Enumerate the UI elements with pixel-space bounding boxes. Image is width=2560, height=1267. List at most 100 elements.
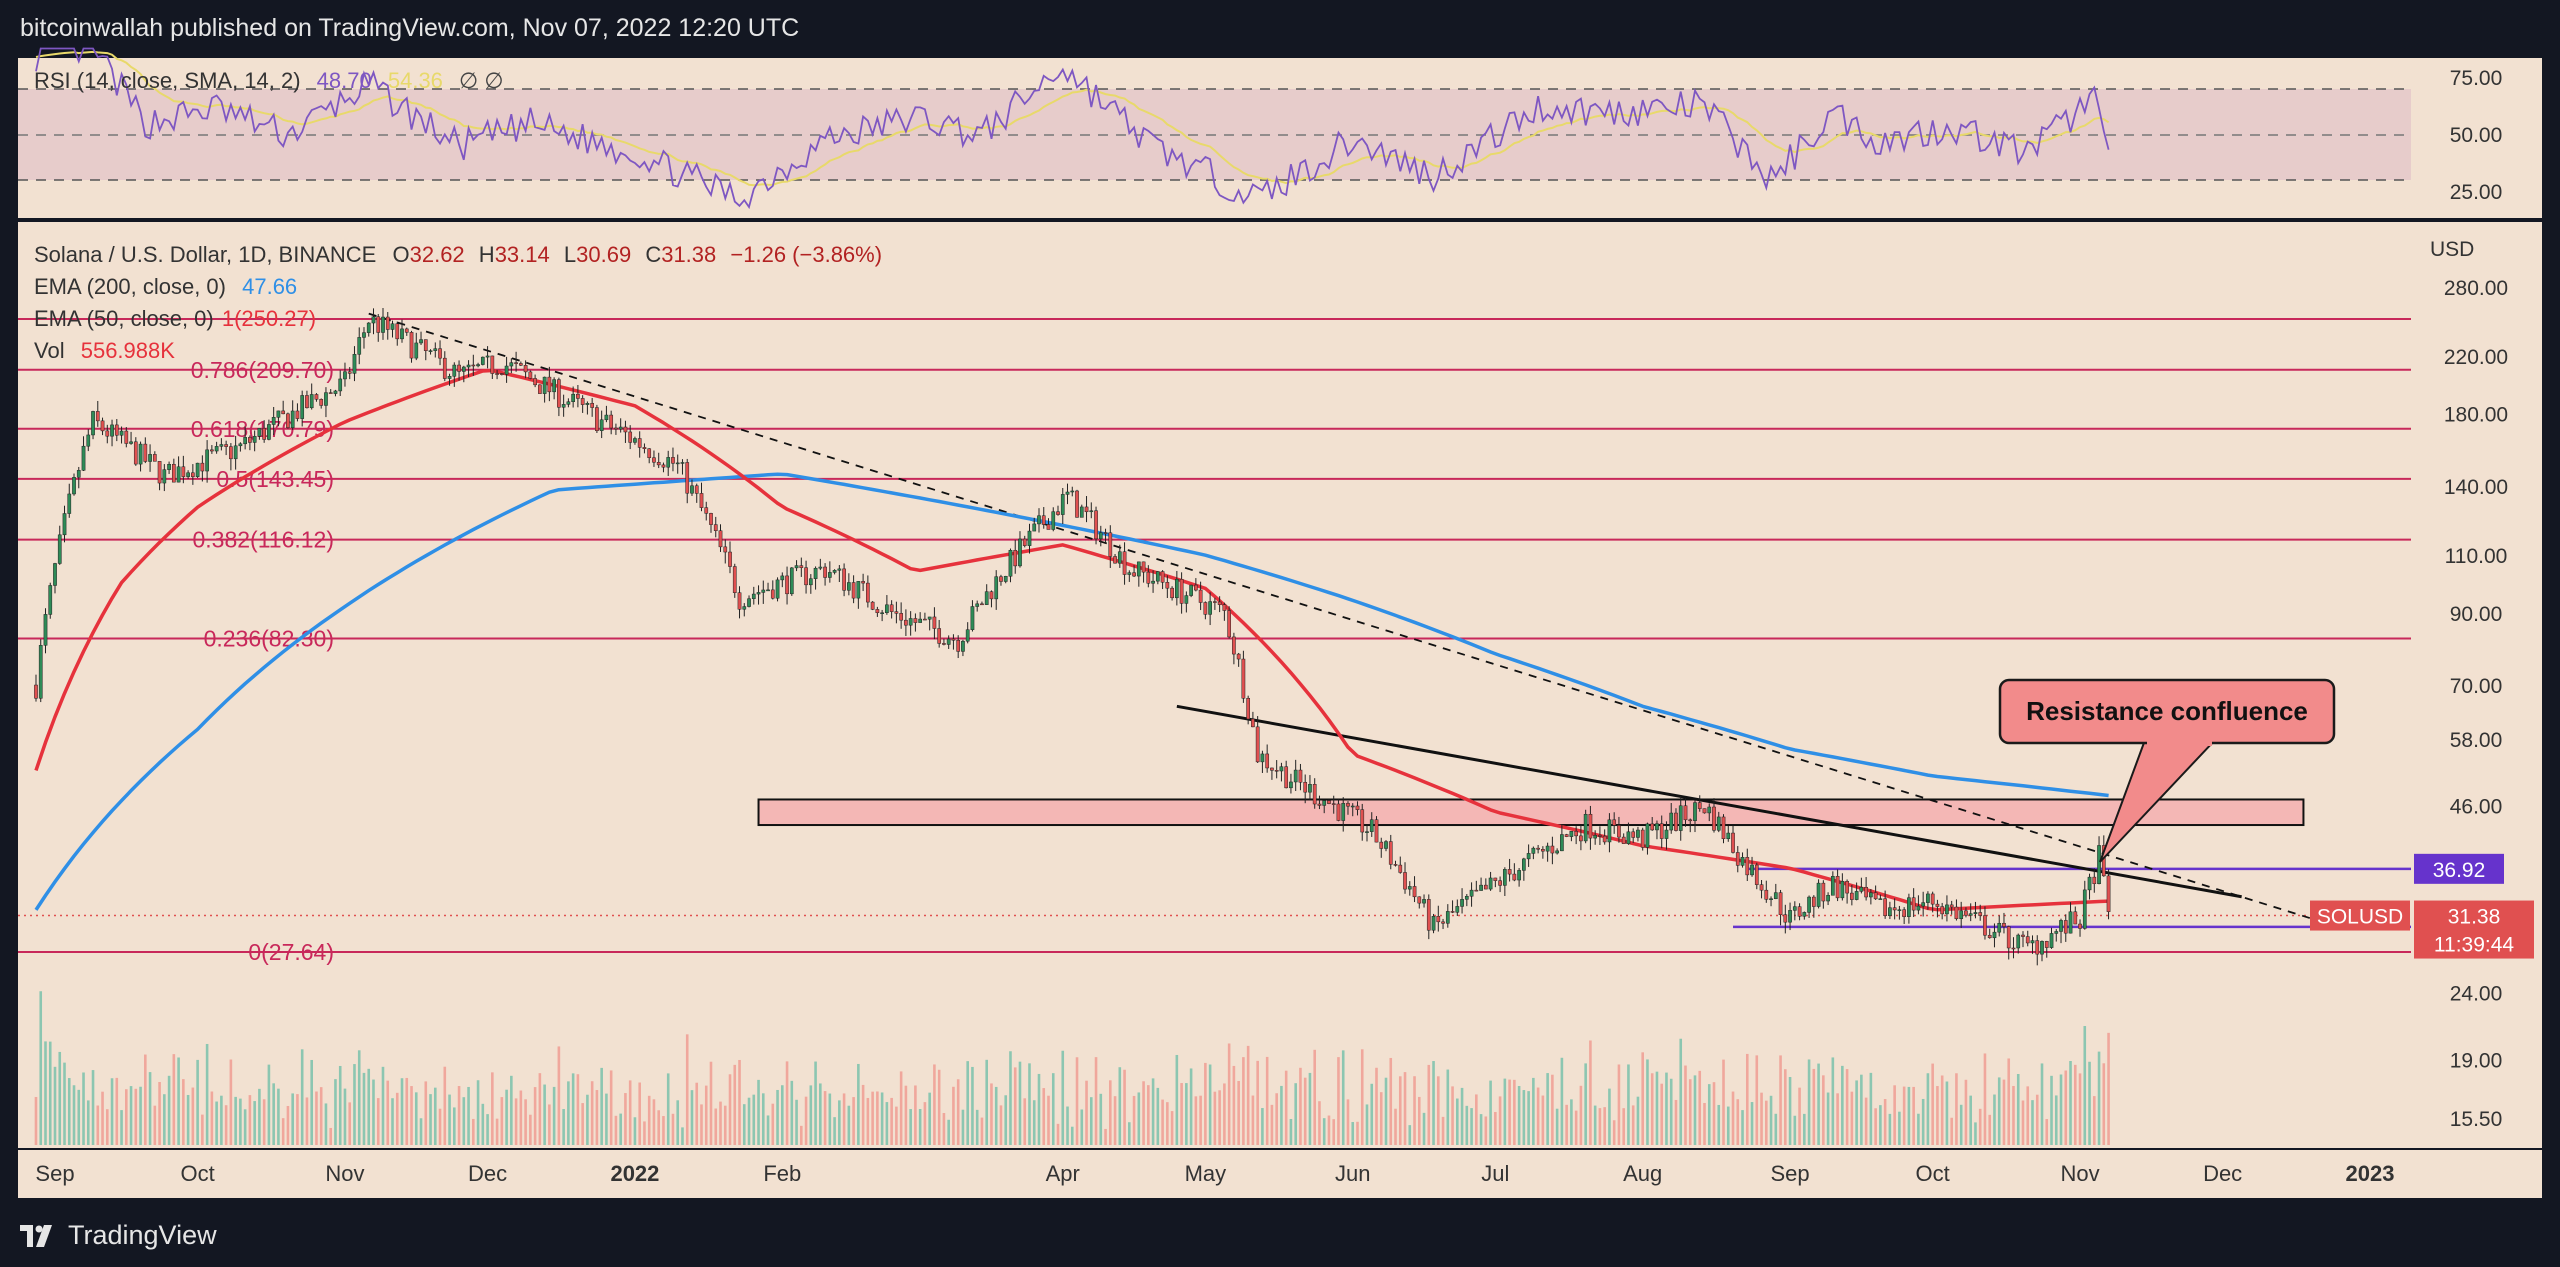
- candle: [732, 566, 737, 593]
- candle: [1821, 882, 1826, 902]
- candle: [1507, 869, 1512, 875]
- volume-bar: [752, 1094, 756, 1145]
- volume-bar: [952, 1086, 955, 1145]
- candle: [1517, 870, 1521, 881]
- volume-bar: [305, 1097, 309, 1145]
- volume-bar: [1669, 1078, 1673, 1145]
- volume-bar: [733, 1064, 737, 1145]
- volume-bar: [410, 1086, 413, 1145]
- volume-bar: [1902, 1086, 1906, 1145]
- volume-bar: [495, 1118, 499, 1145]
- ema50-line[interactable]: [34, 368, 2109, 912]
- candle: [984, 591, 989, 605]
- volume-bar: [196, 1059, 199, 1145]
- footer: TradingView: [0, 1200, 2560, 1267]
- volume-bar: [1807, 1059, 1811, 1145]
- volume-bar: [429, 1094, 432, 1145]
- candle: [1550, 845, 1555, 854]
- rsi-line[interactable]: [35, 47, 2110, 210]
- volume-bar: [633, 1117, 637, 1145]
- candle: [932, 616, 937, 629]
- candle: [91, 411, 95, 436]
- candle: [656, 461, 661, 466]
- tradingview-brand[interactable]: TradingView: [20, 1220, 217, 1251]
- volume-bar: [1398, 1076, 1402, 1145]
- resistance-level-tag[interactable]: [2414, 853, 2504, 884]
- volume-bar: [82, 1072, 85, 1145]
- volume-bar: [676, 1100, 680, 1145]
- volume-bar: [586, 1094, 589, 1145]
- candle: [1203, 602, 1208, 615]
- volume-bar: [105, 1109, 109, 1145]
- volume-bar: [1484, 1116, 1488, 1145]
- rsi-legend-name: RSI (14, close, SMA, 14, 2): [34, 68, 301, 93]
- candle: [837, 568, 842, 571]
- time-tick: Feb: [763, 1161, 801, 1186]
- volume-bar: [1570, 1099, 1573, 1145]
- candle: [751, 593, 756, 599]
- volume-bar: [1013, 1067, 1017, 1145]
- candle: [866, 582, 870, 603]
- volume-bar: [624, 1093, 627, 1145]
- volume-bar: [1337, 1057, 1340, 1145]
- candle: [1764, 889, 1769, 900]
- candle: [2082, 889, 2087, 929]
- solid-trendline[interactable]: [1176, 704, 2242, 899]
- candle: [1208, 601, 1212, 615]
- candle: [1897, 909, 1902, 911]
- price-tick: 46.00: [2450, 796, 2503, 819]
- candle: [400, 328, 404, 340]
- candle: [1146, 571, 1151, 584]
- candle: [267, 424, 271, 440]
- candle: [1907, 897, 1911, 917]
- candle: [590, 403, 595, 408]
- volume-bar: [1850, 1091, 1854, 1145]
- candle: [1983, 915, 1987, 936]
- candle: [2073, 911, 2078, 925]
- candle: [1327, 800, 1331, 804]
- volume-bar: [1032, 1100, 1036, 1145]
- volume-bar: [1684, 1065, 1687, 1145]
- volume-bar: [1246, 1045, 1250, 1145]
- symbol-tag[interactable]: [2310, 900, 2410, 931]
- time-tick: Apr: [1046, 1161, 1080, 1186]
- candle: [604, 414, 609, 421]
- volume-bar: [761, 1093, 765, 1145]
- last-price-tag[interactable]: [2414, 900, 2534, 959]
- candle: [442, 357, 447, 379]
- candle: [1945, 904, 1949, 915]
- volume-bar: [486, 1114, 489, 1145]
- candle: [138, 443, 143, 465]
- candle: [1588, 813, 1593, 839]
- candle: [1850, 892, 1854, 900]
- candle: [709, 513, 713, 525]
- volume-bar: [1151, 1078, 1155, 1145]
- time-axis-pane[interactable]: [18, 1150, 2542, 1198]
- candle: [133, 441, 138, 465]
- volume-bar: [281, 1118, 285, 1145]
- volume-bar: [115, 1077, 119, 1145]
- candle: [523, 365, 528, 373]
- candle: [1108, 532, 1113, 557]
- ema200-line[interactable]: [34, 472, 2109, 911]
- rsi-axis-pane[interactable]: [2411, 58, 2542, 218]
- candle: [1807, 896, 1811, 913]
- volume-bar: [1555, 1108, 1559, 1145]
- rsi-sma-line[interactable]: [35, 50, 2110, 187]
- volume-bar: [1132, 1095, 1136, 1145]
- volume-bar: [529, 1114, 532, 1145]
- candle: [1217, 601, 1222, 605]
- volume-bar: [880, 1092, 884, 1145]
- time-tick: 2022: [610, 1161, 659, 1186]
- candle: [1308, 784, 1312, 793]
- price-axis-pane[interactable]: [2411, 222, 2542, 1148]
- volume-bar: [1593, 1105, 1597, 1145]
- volume-bar: [1037, 1073, 1041, 1145]
- volume-bar: [1261, 1108, 1264, 1145]
- time-tick: Jul: [1481, 1161, 1509, 1186]
- ohlc-h-label: H: [479, 242, 495, 267]
- dashed-trendline[interactable]: [368, 312, 2314, 920]
- volume-bar: [543, 1084, 546, 1145]
- candle: [176, 466, 181, 483]
